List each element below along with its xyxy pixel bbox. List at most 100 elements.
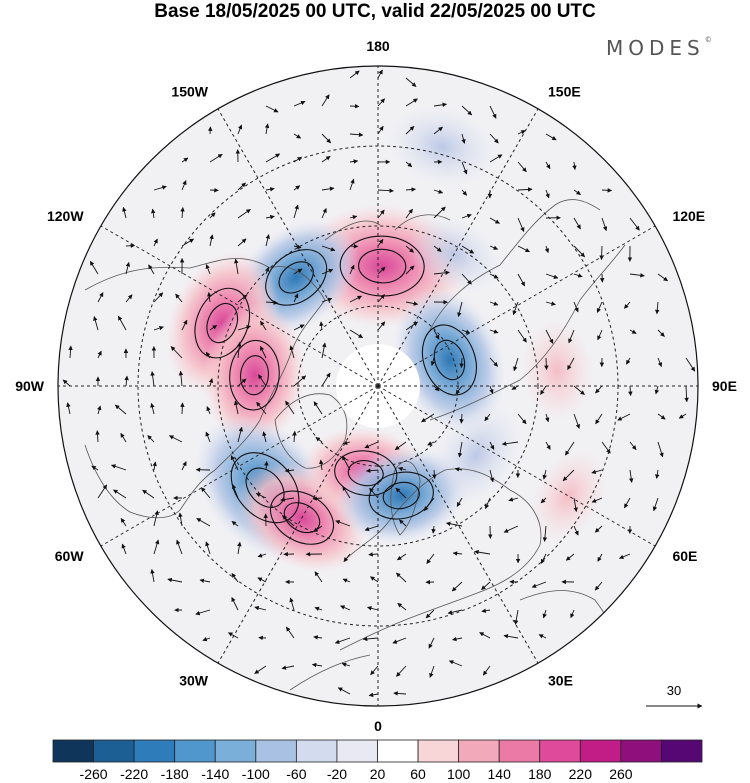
wind-vector xyxy=(255,492,267,499)
wind-vector xyxy=(405,98,418,107)
graticule xyxy=(58,66,698,706)
wind-vector xyxy=(151,208,156,219)
colorbar-swatch xyxy=(458,739,500,763)
wind-vector xyxy=(293,204,299,219)
colorbar-tick-label: -100 xyxy=(242,766,270,782)
wind-vector xyxy=(377,209,385,219)
wind-vector xyxy=(377,69,383,79)
wind-vector xyxy=(147,435,155,443)
wind-vector xyxy=(150,568,155,583)
wind-vector xyxy=(289,345,295,359)
wind-vector xyxy=(405,301,419,306)
wind-vector xyxy=(313,401,323,415)
wind-vector xyxy=(629,273,645,278)
colorbar: -260 -220 -180 -140 -100 -60 -20 20 60 100 140 180 2… xyxy=(52,739,703,782)
wind-vector xyxy=(395,487,407,499)
wind-vector xyxy=(111,464,127,471)
wind-vector xyxy=(370,665,379,676)
wind-vector xyxy=(314,606,323,612)
circulation-contour xyxy=(334,450,398,496)
wind-vector xyxy=(573,497,578,513)
wind-vector xyxy=(321,245,336,252)
circulation-contours xyxy=(194,235,477,545)
coastline-greenland xyxy=(274,393,348,469)
wind-vector xyxy=(517,130,526,135)
wind-vector xyxy=(433,206,446,219)
wind-vector xyxy=(233,400,239,415)
wind-vector xyxy=(489,245,499,250)
wind-vector xyxy=(293,185,301,191)
wind-vector xyxy=(489,217,500,224)
longitude-labels: 180 150E 120E 90E 60E 30E 0 30W 60W 90W 120W 150W xyxy=(15,38,737,734)
wind-vector xyxy=(321,268,334,275)
wind-vector xyxy=(377,239,384,247)
colorbar-tick-label: -140 xyxy=(201,766,229,782)
wind-vector xyxy=(293,133,302,139)
wind-vector xyxy=(461,273,472,285)
wind-vector xyxy=(202,637,211,642)
circulation-contour xyxy=(339,235,425,297)
wind-vectors xyxy=(62,69,696,698)
wind-vector xyxy=(517,413,527,425)
wind-vector xyxy=(95,430,100,443)
wind-vector xyxy=(181,461,187,471)
wind-vector xyxy=(517,161,527,173)
wind-vector xyxy=(421,413,435,423)
wind-vector xyxy=(199,578,211,583)
wind-vector xyxy=(431,525,436,534)
wind-vector xyxy=(542,609,547,619)
wind-vector xyxy=(97,405,102,415)
wind-vector xyxy=(425,609,435,619)
circulation-contour xyxy=(194,287,251,359)
wind-vector xyxy=(489,357,499,367)
wind-vector xyxy=(337,687,351,695)
wind-vector xyxy=(321,372,331,387)
wind-vector xyxy=(508,497,519,502)
wind-vector xyxy=(178,370,184,387)
circulation-contour xyxy=(433,339,466,381)
wind-vector xyxy=(489,441,495,450)
wind-vector xyxy=(152,461,157,471)
wind-vector xyxy=(237,124,243,135)
wind-vector xyxy=(457,301,463,318)
circulation-contour xyxy=(230,452,300,524)
wind-vector xyxy=(206,406,211,415)
wind-vector xyxy=(66,402,71,415)
wind-vector xyxy=(433,245,442,252)
wind-vector xyxy=(451,581,463,592)
wind-vector xyxy=(619,553,631,559)
wind-vector xyxy=(93,316,99,331)
wind-vector xyxy=(601,217,608,232)
colorbar-swatch xyxy=(579,739,622,763)
wind-vector xyxy=(257,553,267,558)
colorbar-tick-label: 100 xyxy=(447,766,471,782)
wind-vector xyxy=(349,132,364,137)
colorbar-swatch xyxy=(295,739,338,763)
colorbar-swatch xyxy=(174,739,216,763)
wind-vector xyxy=(623,497,631,509)
wind-vector xyxy=(397,602,407,611)
wind-vector xyxy=(544,357,549,371)
wind-vector xyxy=(231,520,239,527)
wind-vector xyxy=(262,431,267,443)
colorbar-tick-label: 60 xyxy=(410,766,426,782)
coastline-europe xyxy=(339,468,542,651)
wind-vector xyxy=(545,161,551,170)
wind-vector xyxy=(484,413,491,422)
wind-vector xyxy=(489,329,499,334)
wind-vector xyxy=(654,385,660,395)
wind-vector xyxy=(168,435,183,443)
wind-vector xyxy=(452,636,463,642)
circulation-contour xyxy=(368,471,434,520)
wind-vector xyxy=(362,636,379,642)
brand-name: MODES xyxy=(606,36,705,60)
wind-vector xyxy=(120,517,127,527)
wind-vector xyxy=(321,186,335,191)
colorbar-swatch xyxy=(377,739,419,763)
colorbar-tick-label: 260 xyxy=(609,766,633,782)
wind-vector xyxy=(232,484,239,499)
wind-vector xyxy=(293,268,303,275)
wind-vector xyxy=(121,543,127,555)
wind-vector xyxy=(617,413,631,421)
